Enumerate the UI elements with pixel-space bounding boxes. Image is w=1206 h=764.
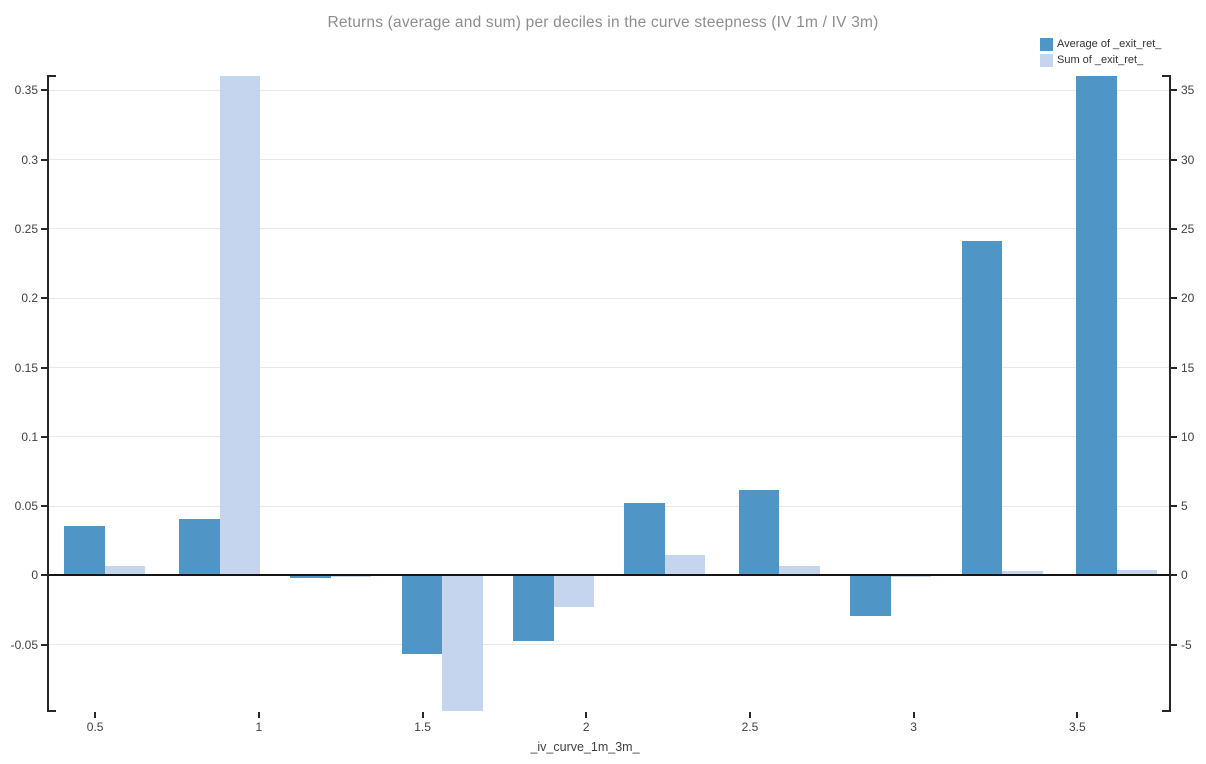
left-axis-tick-label: 0.25 [14,221,38,236]
left-axis-tick [41,366,47,369]
right-axis-tick-label: 5 [1181,499,1188,514]
right-axis-top-cap [1162,75,1171,77]
bar-sum[interactable] [442,575,483,712]
right-axis-tick-label: 15 [1181,360,1195,375]
left-axis-tick-label: 0.3 [21,152,38,167]
right-axis-tick [1171,366,1177,369]
right-axis-tick [1171,297,1177,300]
bar-average[interactable] [179,518,220,576]
legend-item-sum[interactable]: Sum of _exit_ret_ [1040,52,1161,68]
legend-label-sum: Sum of _exit_ret_ [1057,54,1144,66]
bar-average[interactable] [961,241,1003,576]
bar-average[interactable] [1076,76,1117,576]
gridline [48,89,1170,91]
right-axis-tick-label: 20 [1181,291,1195,306]
gridline [48,228,1170,230]
left-axis-tick-label: 0.15 [14,360,38,375]
bar-average[interactable] [850,575,891,616]
left-axis-top-cap [47,75,56,77]
left-axis-tick [41,574,47,577]
right-axis-tick-label: 10 [1181,429,1195,444]
legend-swatch-average-icon [1040,37,1053,51]
x-axis-tick-label: 3.5 [1069,720,1086,734]
x-axis-tick [421,712,424,718]
bar-average[interactable] [64,525,105,576]
legend-item-average[interactable]: Average of _exit_ret_ [1040,36,1161,52]
bar-sum[interactable] [104,565,146,576]
left-axis-tick [41,227,47,230]
plot-area [48,75,1170,712]
left-axis-tick-label: 0.2 [21,291,38,306]
right-axis-tick [1171,574,1177,577]
right-axis-tick [1171,89,1177,92]
gridline [48,505,1170,507]
x-axis-tick [257,712,260,718]
right-axis-tick [1171,505,1177,508]
gridline [48,644,1170,646]
right-axis-tick-label: 0 [1181,568,1188,583]
chart-title: Returns (average and sum) per deciles in… [327,14,879,31]
right-axis-tick [1171,435,1177,438]
bar-sum[interactable] [219,76,261,576]
bar-average[interactable] [624,503,665,576]
gridline [48,436,1170,438]
legend-label-average: Average of _exit_ret_ [1057,38,1162,50]
legend-swatch-sum-icon [1040,53,1053,67]
left-axis-tick [41,158,47,161]
bar-average[interactable] [401,575,443,655]
gridline [48,367,1170,368]
left-axis-tick [41,297,47,300]
bar-sum[interactable] [1002,571,1043,576]
right-axis-tick [1171,643,1177,646]
right-axis-line [1169,75,1171,712]
x-axis-tick-label: 2.5 [741,720,759,734]
x-axis-tick [912,712,915,718]
left-axis-tick-label: 0.05 [14,499,38,514]
x-axis-tick [94,712,97,718]
x-axis-tick-label: 1.5 [414,720,431,734]
left-axis-tick [41,505,47,508]
legend: Average of _exit_ret_ Sum of _exit_ret_ [1040,36,1161,68]
x-axis-tick-label: 0.5 [86,720,104,734]
x-axis-tick [585,712,588,718]
left-axis-tick-label: -0.05 [10,637,38,652]
right-axis-tick-label: 25 [1181,221,1195,236]
bar-sum[interactable] [779,565,820,576]
left-axis-line [47,75,49,712]
right-axis-tick-label: 35 [1181,83,1195,98]
right-axis-tick-label: -5 [1181,637,1192,652]
bar-sum[interactable] [1116,569,1158,576]
gridline [48,159,1170,161]
x-axis-tick [748,712,751,718]
right-axis-tick [1171,158,1177,161]
bar-average[interactable] [513,575,554,641]
left-axis-tick [41,435,47,438]
right-axis-tick [1171,227,1177,230]
x-axis-tick-label: 2 [582,720,590,734]
bar-average[interactable] [290,575,331,579]
left-axis-tick-label: 0.1 [21,429,38,444]
left-axis-tick [41,89,47,92]
left-axis-tick-label: 0 [31,568,38,583]
left-axis-bottom-cap [47,710,56,712]
left-axis-tick [41,643,47,646]
left-axis-tick-label: 0.35 [14,83,38,98]
zero-line [48,574,1170,577]
x-axis-tick-label: 3 [910,720,917,734]
bar-sum[interactable] [664,554,706,576]
x-axis-tick-label: 1 [255,720,263,734]
gridline [48,297,1170,299]
bar-sum[interactable] [553,575,594,608]
x-axis-tick [1076,712,1079,718]
right-axis-tick-label: 30 [1181,152,1195,167]
x-axis-title: _iv_curve_1m_3m_ [530,740,640,754]
bar-average[interactable] [738,489,780,576]
right-axis-bottom-cap [1162,710,1171,712]
